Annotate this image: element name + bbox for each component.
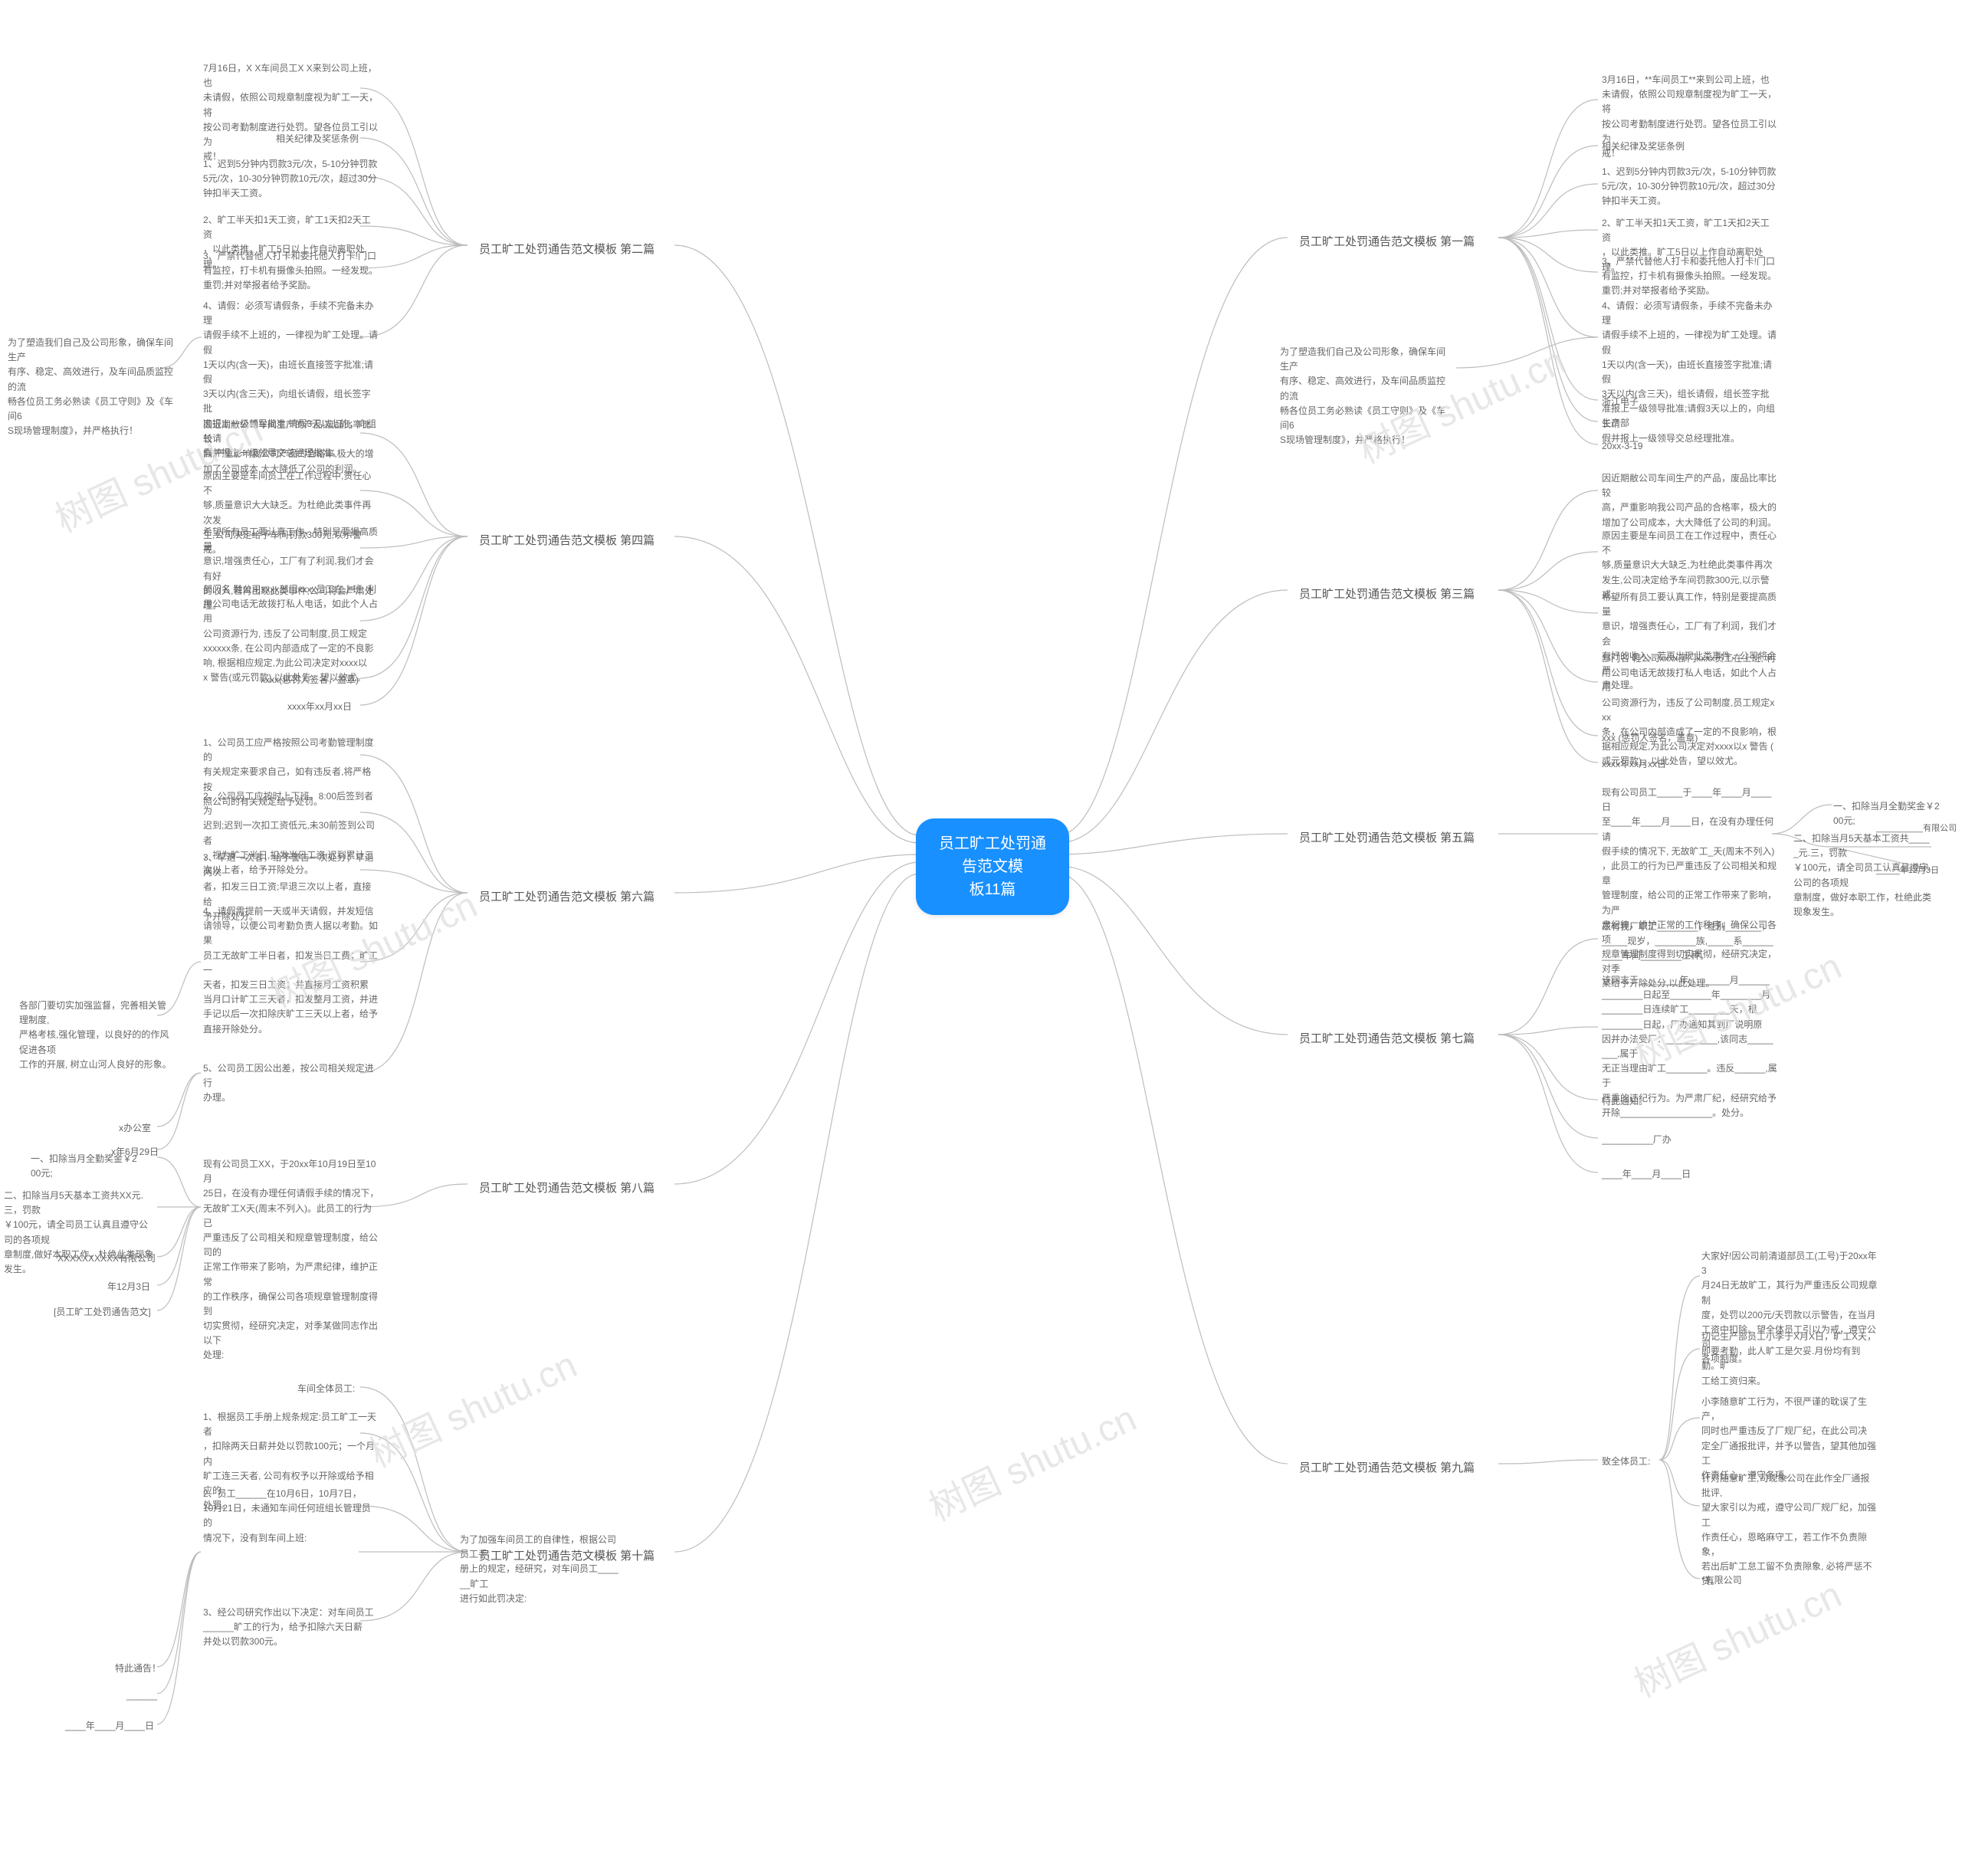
b6-extra: 各部门要切实加强监督，完善相关管理制度,严格考核,强化管理，以良好的的作风促进各… [19,999,172,1072]
b1-leaf-8: 20xx-3-19 [1602,439,1642,454]
b8-leaf-4: 年12月3日 [107,1280,150,1294]
b7-leaf-2: 特此通知。 [1602,1094,1648,1109]
b6-leaf-3: 4、请假需提前一天或半天请假，并发短信请领导，以便公司考勤负责人据以考勤。如果员… [203,904,379,1037]
b3-leaf-0: 因近期敝公司车间生产的产品，废品比率比较高，严重影响我公司产品的合格率，极大的增… [1602,471,1778,530]
b6-leaf-4: 5、公司员工因公出差，按公司相关规定进行办理。 [203,1061,379,1106]
b9-leaf-5: *有限公司 [1701,1573,1742,1588]
watermark: 树图 shutu.cn [919,1389,1143,1531]
b10-leaf-4: 特此通告！ [115,1661,161,1676]
b1-extra: 为了塑造我们自己及公司形象，确保车间生产有序、稳定、高效进行，及车间品质监控的流… [1280,345,1449,448]
b10-leaf-6: ____年____月____日 [65,1719,154,1733]
b7-leaf-4: ____年____月____日 [1602,1167,1691,1182]
b1-leaf-2: 1、迟到5分钟内罚款3元/次，5-10分钟罚款5元/次，10-30分钟罚款10元… [1602,165,1776,209]
b2-leaf-4: 3、严禁代替他人打卡和委托他人打卡!门口有监控，打卡机有摄像头拍照。一经发现。重… [203,249,378,294]
center-node[interactable]: 员工旷工处罚通告范文模板11篇 [916,818,1069,915]
b7-leaf-0: 兹有我厂职工________，性别_______，_____现岁，_______… [1602,920,1773,964]
b8-leaf-0: 现有公司员工XX，于20xx年10月19日至10月25日，在没有办理任何请假手续… [203,1157,379,1363]
b9-leaf-4: 针对随意旷工,司现象公司在此作全厂通报批评,望大家引以为戒，遵守公司厂规厂纪，加… [1701,1471,1878,1589]
b10-leaf-3: 3、经公司研究作出以下决定：对车间员工______旷工的行为，给予扣除六天日薪并… [203,1605,374,1650]
b1-leaf-1: 相关纪律及奖惩条例 [1602,139,1685,154]
b1-leaf-4: 3、严禁代替他人打卡和委托他人打卡!门口有监控，打卡机有摄像头拍照。一经发现。重… [1602,254,1777,299]
b5-leaf-4: _____年12月3日 [1876,864,1939,878]
b7-leaf-3: __________厂办 [1602,1133,1672,1147]
branch-2-label[interactable]: 员工旷工处罚通告范文模板 第二篇 [471,238,662,260]
watermark: 树图 shutu.cn [359,1335,584,1478]
b4-leaf-4: xxxx(惩罚人签名，盖章) [261,673,359,687]
b9-leaf-0: 致全体员工: [1602,1455,1650,1469]
branch-4-label[interactable]: 员工旷工处罚通告范文模板 第四篇 [471,529,662,551]
b1-leaf-6: 浙江电子 [1602,395,1639,409]
b8-leaf-5: [员工旷工处罚通告范文] [54,1305,151,1320]
b6-leaf-5: x办公室 [119,1121,151,1136]
b10-extra: 为了加强车间员工的自律性，根据公司员工手册上的规定，经研究，对车间员工_____… [460,1533,621,1606]
b5-leaf-3: __________有限公司 [1876,822,1957,836]
b8-leaf-1: 一、扣除当月全勤奖金￥200元; [31,1152,138,1181]
b3-leaf-5: xxxx年xx月xx日 [1602,757,1666,772]
b8-leaf-3: XXXXXXXXXX有限公司 [57,1251,156,1266]
branch-3-label[interactable]: 员工旷工处罚通告范文模板 第三篇 [1291,582,1482,605]
b2-leaf-2: 1、迟到5分钟内罚款3元/次，5-10分钟罚款5元/次，10-30分钟罚款10元… [203,157,377,202]
branch-5-label[interactable]: 员工旷工处罚通告范文模板 第五篇 [1291,826,1482,848]
b4-leaf-0: 因近期敝公司车间生产的产品,废品比率比较高,严重影响我公司产品的合格率,极大的增… [203,418,379,477]
b2-leaf-1: 相关纪律及奖惩条例 [276,132,359,146]
b9-leaf-2: 切记生产部员工小李于X月X日，旷工X天，即要考勤，此人旷工是欠妥.月份均有到勤。… [1701,1330,1878,1389]
b9-leaf-3: 小李随意旷工行为，不很严谨的耽误了生产，同时也严重违反了厂规厂纪，在此公司决定全… [1701,1395,1878,1483]
b3-leaf-4: xxx (惩罚人签名，盖章) [1602,731,1698,746]
branch-8-label[interactable]: 员工旷工处罚通告范文模板 第八篇 [471,1176,662,1199]
b3-leaf-3: 部门名 鞋公司xxxx部门xxxx员工在上班, 利用公司电话无故拨打私人电话，如… [1602,651,1778,769]
b2-extra: 为了塑造我们自己及公司形象，确保车间生产有序、稳定、高效进行，及车间品质监控的流… [8,336,176,438]
b4-leaf-3: 部门名 鞋公司xxxx部门xxxx员工在上班, 利用公司电话无故拨打私人电话，如… [203,582,379,685]
b10-leaf-2: 2、员工______在10月6日，10月7日，10月21日，未通知车间任何班组长… [203,1487,379,1546]
branch-7-label[interactable]: 员工旷工处罚通告范文模板 第七篇 [1291,1027,1482,1049]
b2-leaf-0: 7月16日，X X车间员工X X来到公司上班，也未请假，依照公司规章制度视为旷工… [203,61,379,164]
branch-6-label[interactable]: 员工旷工处罚通告范文模板 第六篇 [471,885,662,907]
center-title: 员工旷工处罚通告范文模板11篇 [939,835,1046,898]
branch-9-label[interactable]: 员工旷工处罚通告范文模板 第九篇 [1291,1456,1482,1478]
b1-leaf-7: 生产部 [1602,416,1629,431]
b10-leaf-0: 车间全体员工: [297,1382,355,1396]
b4-leaf-5: xxxx年xx月xx日 [287,700,352,714]
branch-1-label[interactable]: 员工旷工处罚通告范文模板 第一篇 [1291,230,1482,252]
b10-leaf-5: ______ [126,1688,157,1703]
